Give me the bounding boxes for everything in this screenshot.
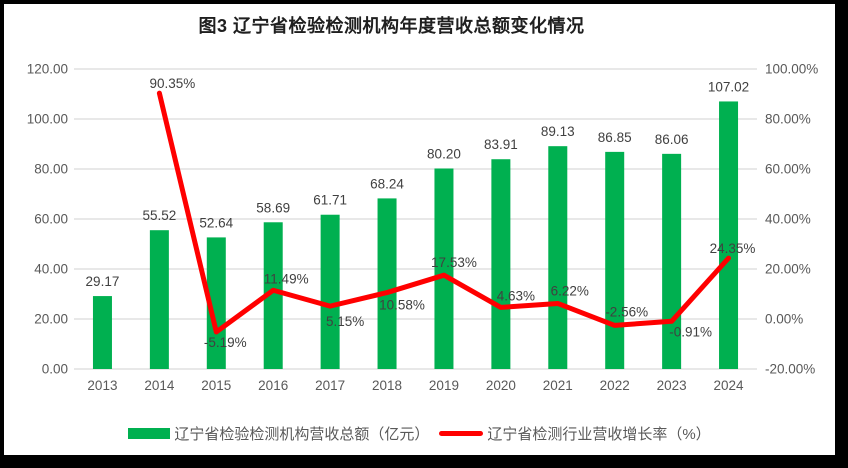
combo-chart: 120.00 100.00% 100.00 80.00% 80.00 60.00% 60.0… (27, 62, 819, 394)
x-axis-tick-label: 2018 (372, 378, 402, 393)
bar-2020 (491, 159, 511, 369)
line-value-label: 4.63% (497, 288, 535, 303)
line-value-label: 17.53% (431, 255, 477, 270)
legend-item-bar-series: 辽宁省检验检测机构营收总额（亿元） (128, 423, 429, 444)
bar-value-label: 83.91 (484, 137, 518, 152)
right-axis-tick-label: 0.00% (765, 312, 803, 327)
bar-2021 (548, 146, 568, 369)
left-axis-tick-label: 120.00 (27, 62, 68, 77)
bar-2022 (605, 151, 625, 369)
x-axis-tick-label: 2022 (600, 378, 630, 393)
bar-value-label: 68.24 (370, 176, 404, 191)
x-axis-tick-label: 2019 (429, 378, 459, 393)
bar-value-label: 86.06 (655, 132, 689, 147)
bar-value-label: 86.85 (598, 130, 632, 145)
right-axis-tick-label: 40.00% (765, 212, 811, 227)
x-axis-tick-label: 2014 (144, 378, 175, 393)
x-axis-tick-label: 2024 (714, 378, 745, 393)
x-axis-tick-label: 2023 (657, 378, 687, 393)
growth-rate-line (156, 90, 732, 335)
chart-canvas: 图3 辽宁省检验检测机构年度营收总额变化情况 120.00 100.00% 100.… (4, 4, 835, 455)
line-value-label: -5.19% (204, 335, 247, 350)
line-value-label: 11.49% (264, 271, 309, 286)
bar-value-label: 55.52 (142, 208, 176, 223)
left-axis-tick-label: 0.00 (42, 362, 68, 377)
bar-value-label: 58.69 (256, 200, 290, 215)
bar-value-label: 80.20 (427, 147, 461, 162)
line-value-label: -2.56% (605, 304, 648, 319)
x-axis-tick-label: 2021 (543, 378, 573, 393)
chart-legend: 辽宁省检验检测机构营收总额（亿元） 辽宁省检测行业营收增长率（%） (4, 423, 835, 444)
bar-value-label: 29.17 (86, 274, 120, 289)
bar-2015 (206, 237, 226, 369)
x-axis-tick-label: 2013 (87, 378, 117, 393)
legend-item-line-series: 辽宁省检测行业营收增长率（%） (439, 423, 711, 444)
x-axis-tick-label: 2015 (201, 378, 231, 393)
right-axis-tick-label: 100.00% (765, 62, 818, 77)
chart-title: 图3 辽宁省检验检测机构年度营收总额变化情况 (198, 16, 585, 36)
line-series-swatch-icon (439, 431, 484, 436)
bar-2018 (377, 198, 397, 369)
legend-label-bar-series: 辽宁省检验检测机构营收总额（亿元） (174, 426, 430, 443)
left-axis-tick-label: 40.00 (34, 262, 68, 277)
left-axis-tick-label: 20.00 (34, 312, 68, 327)
left-axis-tick-label: 80.00 (34, 162, 68, 177)
right-axis-tick-label: 20.00% (765, 262, 811, 277)
line-value-label: -0.91% (669, 324, 712, 339)
bar-value-label: 52.64 (199, 215, 233, 230)
right-axis-tick-label: 60.00% (765, 162, 811, 177)
x-axis-tick-label: 2020 (486, 378, 516, 393)
bar-2014 (149, 230, 169, 369)
bar-series-swatch-icon (128, 428, 171, 439)
x-axis-tick-label: 2017 (315, 378, 345, 393)
bar-2019 (434, 168, 454, 369)
bar-2017 (320, 214, 340, 369)
line-value-label: 10.58% (379, 298, 425, 313)
legend-label-line-series: 辽宁省检测行业营收增长率（%） (487, 426, 711, 443)
bar-2013 (92, 296, 112, 369)
line-value-label: 24.35% (710, 241, 756, 256)
line-value-label: 5.15% (326, 314, 364, 329)
left-axis-tick-label: 60.00 (34, 212, 68, 227)
bar-value-label: 107.02 (708, 79, 749, 94)
bar-2016 (263, 222, 283, 369)
left-axis-tick-label: 100.00 (27, 112, 68, 127)
right-axis-tick-label: 80.00% (765, 112, 811, 127)
x-axis-tick-label: 2016 (258, 378, 288, 393)
line-value-label: 6.22% (551, 283, 589, 298)
line-value-label: 90.35% (149, 76, 195, 91)
right-axis-tick-label: -20.00% (765, 362, 815, 377)
bar-value-label: 89.13 (541, 124, 575, 139)
bar-2024 (719, 101, 739, 369)
bar-value-label: 61.71 (313, 193, 347, 208)
